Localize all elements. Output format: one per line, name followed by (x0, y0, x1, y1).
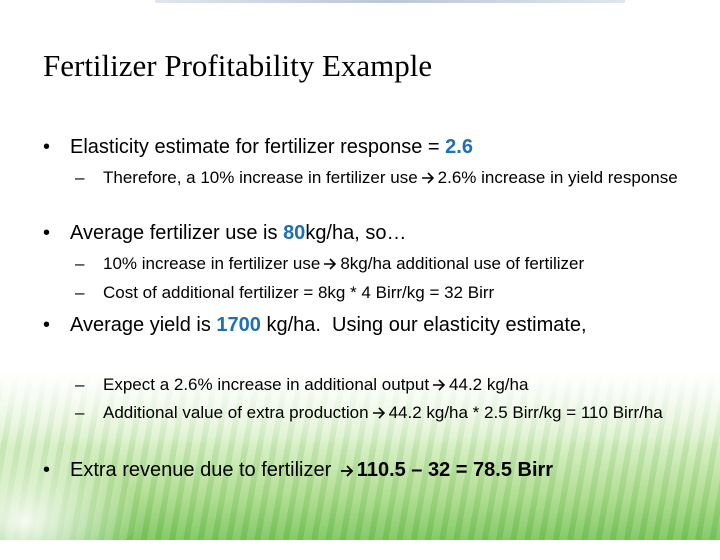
arrow (372, 407, 385, 419)
text: 2.6% increase in yield response (437, 168, 678, 187)
text: Elasticity estimate for fertilizer respo… (70, 136, 446, 158)
top-rule (155, 0, 625, 3)
slide: Fertilizer Profitability Example Elastic… (0, 0, 720, 540)
text: 8kg/ha additional use of fertilizer (340, 254, 585, 273)
text: Extra revenue due to fertilizer (70, 459, 337, 481)
sub-bullet: Therefore, a 10% increase in fertilizer … (75, 167, 683, 189)
bullet: Extra revenue due to fertilizer 110.5 – … (43, 457, 690, 484)
highlight: 2.6 (445, 136, 473, 158)
sub-bullet: 10% increase in fertilizer use 8kg/ha add… (75, 253, 683, 275)
swoosh (0, 430, 150, 560)
text: kg/ha, so… (305, 222, 407, 244)
page: {"title": "Fertilizer Profitability Exam… (0, 0, 720, 540)
arrow (324, 258, 337, 270)
text: 44.2 kg/ha (449, 375, 529, 394)
text: Additional value of extra production (103, 403, 369, 422)
text: Therefore, a 10% increase in fertilizer … (103, 168, 418, 187)
text: 44.2 kg/ha * 2.5 Birr/kg = 110 Birr/ha (388, 403, 663, 422)
sub-bullet: Cost of additional fertilizer = 8kg * 4 … (75, 282, 683, 304)
text: kg/ha. Using our elasticity estimate, (260, 314, 587, 336)
text: Average yield is (70, 314, 217, 336)
result: 110.5 – 32 = 78.5 Birr (356, 459, 554, 481)
text: 10% increase in fertilizer use (103, 254, 321, 273)
arrow (433, 379, 446, 391)
arrow (340, 465, 354, 477)
highlight: 1700 (216, 314, 261, 336)
arrow (421, 172, 434, 184)
text: Average fertilizer use is (70, 222, 284, 244)
bullet: Elasticity estimate for fertilizer respo… (43, 134, 690, 161)
title: Fertilizer Profitability Example (43, 48, 433, 83)
text: Expect a 2.6% increase in additional out… (103, 375, 430, 394)
sub-bullet: Expect a 2.6% increase in additional out… (75, 374, 683, 396)
sub-bullet: Additional value of extra production 44.2… (75, 402, 683, 424)
highlight: 80 (283, 222, 306, 244)
text: Cost of additional fertilizer = 8kg * 4 … (103, 283, 495, 302)
bullet: Average fertilizer use is 80kg/ha, so… (43, 220, 690, 247)
bullet: Average yield is 1700 kg/ha. Using our e… (43, 312, 690, 339)
